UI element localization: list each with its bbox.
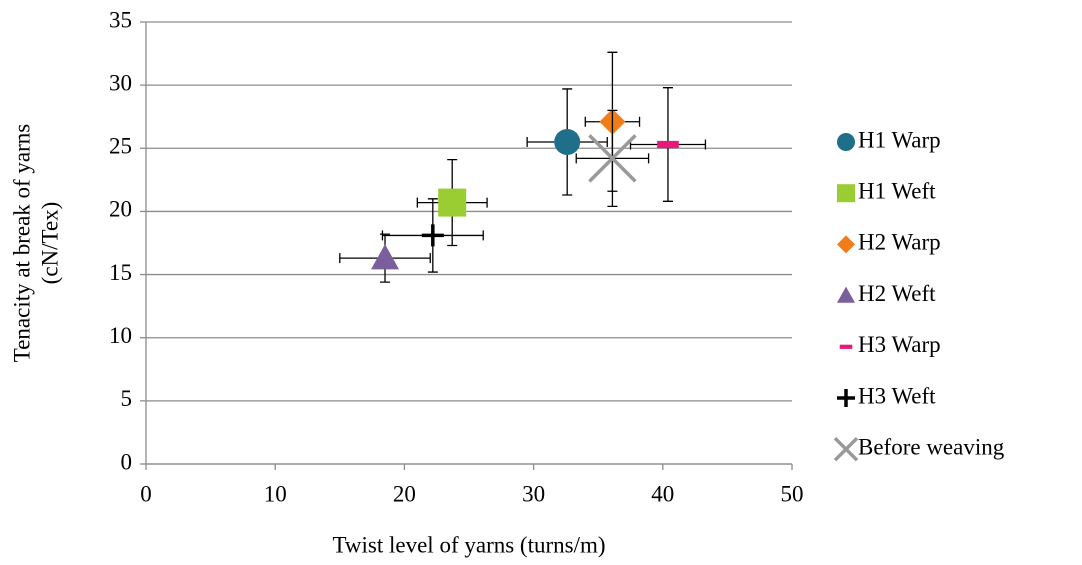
y-tick-label: 25 <box>109 134 132 159</box>
x-tick-label: 20 <box>393 481 416 506</box>
point <box>554 128 581 155</box>
legend-label: H3 Warp <box>858 332 941 357</box>
legend-label: H3 Weft <box>858 383 936 408</box>
legend-label: Before weaving <box>858 434 1005 459</box>
x-tick-label: 0 <box>140 481 152 506</box>
legend-label: H2 Warp <box>858 230 941 255</box>
legend-marker <box>837 389 855 407</box>
legend-marker <box>837 133 855 151</box>
y-tick-label: 20 <box>109 197 132 222</box>
point <box>588 134 637 183</box>
legend-marker <box>837 235 855 254</box>
x-tick-label: 30 <box>522 481 545 506</box>
y-axis-title: Tenacity at break of yarns <box>9 124 34 363</box>
point <box>421 224 444 247</box>
legend-marker <box>833 436 859 462</box>
y-tick-label: 5 <box>121 386 133 411</box>
legend-label: H1 Warp <box>858 127 941 152</box>
y-tick-label: 10 <box>109 323 132 348</box>
x-tick-label: 50 <box>781 481 804 506</box>
y-axis-title: (cN/Tex) <box>37 202 62 285</box>
y-tick-label: 15 <box>109 260 132 285</box>
legend-label: H1 Weft <box>858 178 936 203</box>
y-tick-label: 0 <box>121 449 133 474</box>
legend-label: H2 Weft <box>858 281 936 306</box>
point <box>371 244 400 270</box>
y-tick-label: 30 <box>109 70 132 95</box>
legend-marker <box>837 184 855 203</box>
point <box>657 140 679 149</box>
x-tick-label: 40 <box>651 481 674 506</box>
y-tick-label: 35 <box>109 7 132 32</box>
point <box>438 188 467 217</box>
x-axis-title: Twist level of yarns (turns/m) <box>332 532 605 557</box>
legend-marker <box>839 344 853 349</box>
legend-marker <box>837 286 855 303</box>
x-tick-label: 10 <box>264 481 287 506</box>
